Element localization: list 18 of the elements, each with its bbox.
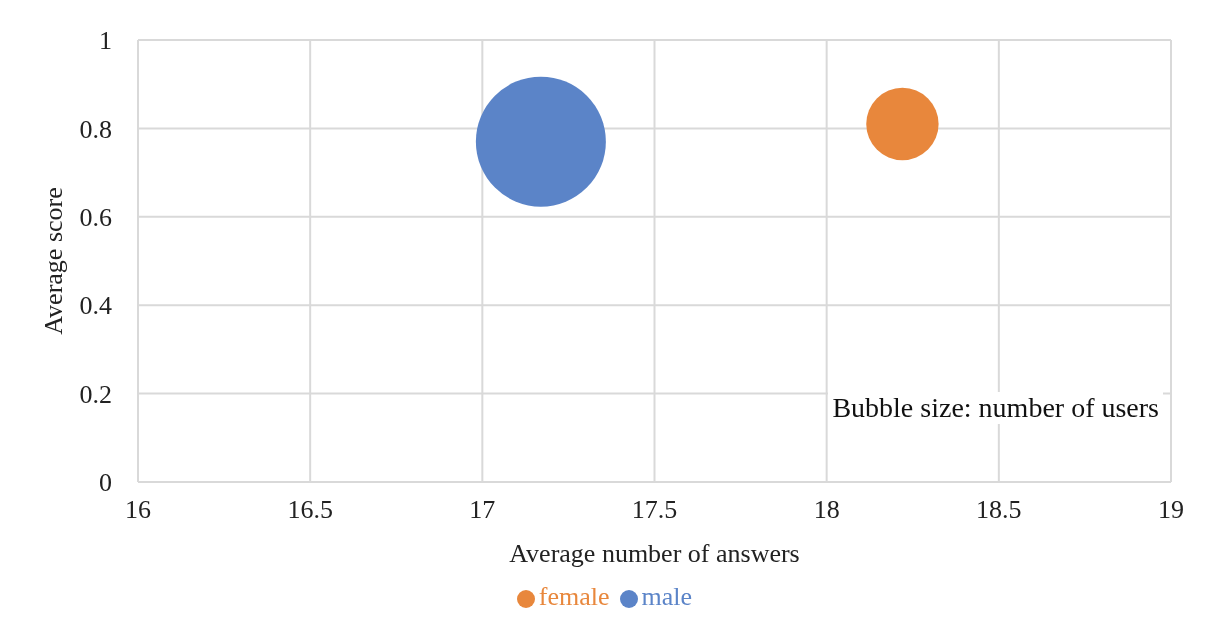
x-tick-label: 19 [1158, 495, 1184, 525]
y-tick-label: 0.6 [79, 203, 112, 233]
x-tick-label: 18.5 [976, 495, 1022, 525]
legend-label: male [641, 582, 693, 611]
y-tick-label: 1 [99, 26, 112, 56]
annotation: Bubble size: number of users [828, 392, 1163, 424]
y-tick-label: 0.2 [79, 379, 112, 409]
y-tick-label: 0.8 [79, 114, 112, 144]
y-tick-label: 0.4 [79, 291, 112, 321]
legend-label: female [538, 582, 610, 611]
x-tick-label: 16 [125, 495, 151, 525]
x-tick-label: 18 [813, 495, 840, 525]
x-tick-label: 17 [469, 495, 496, 525]
y-tick-label: 0 [99, 468, 112, 498]
x-tick-label: 16.5 [287, 495, 333, 525]
y-axis-title: Average score [39, 187, 69, 335]
x-tick-label: 17.5 [631, 495, 678, 525]
x-axis-title: Average number of answers [509, 539, 800, 568]
